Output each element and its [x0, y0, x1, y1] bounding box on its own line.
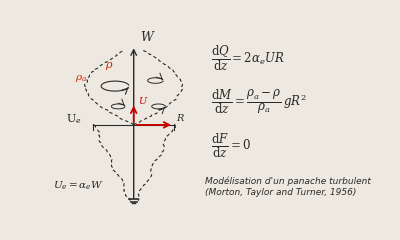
Text: $\mathrm{U}_e$: $\mathrm{U}_e$	[66, 113, 81, 126]
Text: $R$: $R$	[176, 112, 186, 123]
Text: $U_e = \alpha_e W$: $U_e = \alpha_e W$	[53, 180, 104, 192]
Text: Modélisation d'un panache turbulent
(Morton, Taylor and Turner, 1956): Modélisation d'un panache turbulent (Mor…	[205, 177, 371, 197]
Text: $\dfrac{\mathrm{d}M}{\mathrm{d}z} = \dfrac{\rho_a - \rho}{\rho_a}\,gR^2$: $\dfrac{\mathrm{d}M}{\mathrm{d}z} = \dfr…	[211, 88, 307, 116]
Text: $\dfrac{\mathrm{d}Q}{\mathrm{d}z} = 2\alpha_e U R$: $\dfrac{\mathrm{d}Q}{\mathrm{d}z} = 2\al…	[211, 44, 285, 73]
Text: $\dfrac{\mathrm{d}F}{\mathrm{d}z} = 0$: $\dfrac{\mathrm{d}F}{\mathrm{d}z} = 0$	[211, 132, 251, 160]
Text: $\rho$: $\rho$	[105, 60, 113, 72]
Text: $W$: $W$	[140, 30, 156, 44]
Text: $U$: $U$	[138, 96, 149, 106]
Text: $\rho_a$: $\rho_a$	[75, 73, 87, 84]
